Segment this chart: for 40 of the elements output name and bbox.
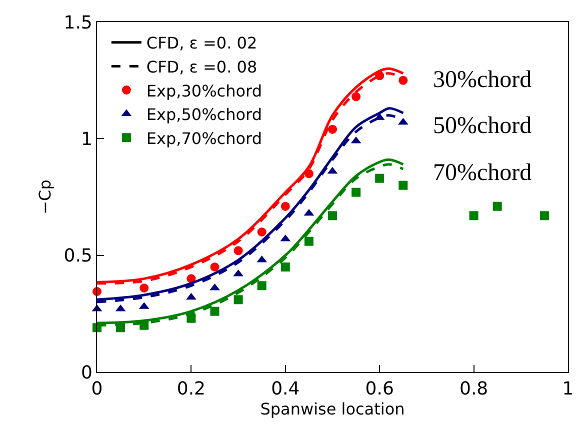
legend-label: Exp,50%chord bbox=[146, 105, 262, 124]
x-tick-label: 1 bbox=[562, 378, 574, 400]
legend-label: CFD, ε =0. 08 bbox=[146, 57, 258, 76]
point bbox=[398, 76, 408, 85]
point bbox=[328, 211, 337, 220]
x-tick-label: 0.4 bbox=[271, 378, 300, 400]
point bbox=[210, 306, 220, 316]
legend-label: Exp,30%chord bbox=[146, 81, 262, 100]
point bbox=[492, 202, 502, 211]
point bbox=[186, 292, 196, 300]
point bbox=[234, 246, 243, 256]
y-tick-label: 0.5 bbox=[64, 246, 92, 267]
x-tick-label: 0.8 bbox=[459, 378, 488, 400]
x-tick-label: 0.6 bbox=[365, 378, 394, 400]
point bbox=[352, 92, 361, 102]
point bbox=[469, 211, 478, 220]
legend-label: Exp,70%chord bbox=[146, 128, 262, 148]
point bbox=[280, 262, 290, 272]
point bbox=[540, 211, 549, 220]
point bbox=[257, 228, 266, 236]
annotation: 70%chord bbox=[433, 160, 532, 186]
annotation: 30%chord bbox=[433, 67, 532, 93]
point bbox=[257, 281, 266, 290]
point bbox=[280, 202, 290, 211]
point bbox=[352, 188, 361, 197]
y-tick-label: 1 bbox=[80, 128, 92, 150]
point bbox=[234, 295, 243, 304]
point bbox=[140, 284, 149, 292]
x-tick-label: 0.2 bbox=[176, 378, 206, 400]
y-tick-label: 0 bbox=[80, 362, 92, 384]
point bbox=[398, 180, 408, 190]
y-axis-title: −Cp bbox=[36, 180, 55, 214]
x-axis-title: Spanwise location bbox=[260, 400, 405, 419]
y-tick-label: 1.5 bbox=[64, 12, 92, 34]
point bbox=[328, 124, 337, 134]
point bbox=[375, 174, 384, 183]
legend-label: CFD, ε =0. 02 bbox=[146, 34, 258, 53]
point bbox=[210, 262, 220, 272]
annotation: 50%chord bbox=[433, 113, 532, 139]
point bbox=[304, 236, 314, 246]
